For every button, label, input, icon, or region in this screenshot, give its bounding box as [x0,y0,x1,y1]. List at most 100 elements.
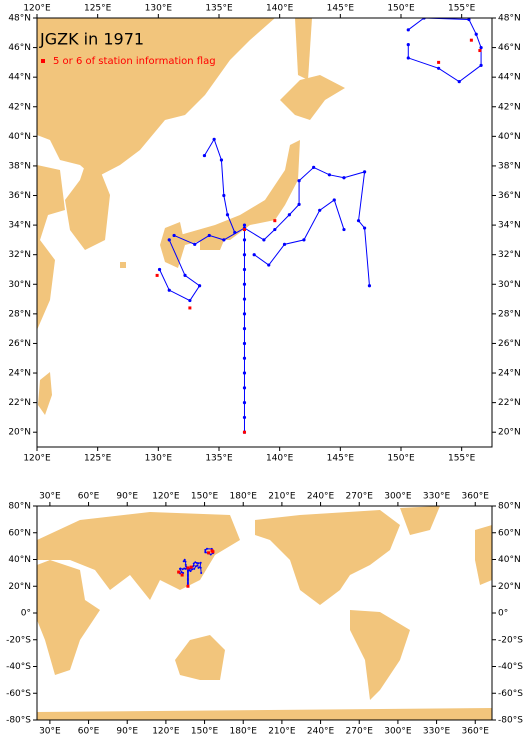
x-tick-label: 180°E [230,492,258,502]
station [197,284,202,288]
y-tick-label: 20°N [498,582,521,592]
station [318,208,322,212]
y-tick-label: -80°S [6,716,31,726]
station [193,242,197,246]
station [178,567,181,570]
y-tick-label: -20°S [6,635,31,645]
flagged-station [186,584,190,588]
y-tick-label: 46°N [8,43,31,53]
station [406,56,410,60]
y-tick-label: 26°N [498,339,521,349]
x-tick-label: 140°E [266,4,294,14]
station [273,227,277,232]
station [242,415,247,420]
y-tick-label: 20°N [498,428,521,438]
station [202,153,207,158]
x-tick-label: 30°E [39,727,61,737]
y-tick-label: 0° [498,609,508,619]
x-tick-label: 125°E [84,454,112,464]
station [332,198,336,202]
y-tick-label: 42°N [498,102,521,112]
x-tick-label: 150°E [387,454,415,464]
flagged-station [478,49,482,53]
station [363,226,367,230]
station [209,553,212,556]
station [199,566,202,569]
station [467,18,471,22]
station [437,66,441,70]
y-tick-label: 48°N [8,14,31,24]
y-tick-label: 36°N [498,191,521,201]
station [287,213,291,217]
station [189,570,192,573]
station [183,558,186,561]
y-tick-label: 32°N [498,250,521,260]
y-tick-label: 20°N [8,582,31,592]
x-tick-label: 150°E [387,4,415,14]
y-tick-label: 34°N [498,221,521,231]
station [242,327,247,331]
flagged-station [188,306,192,310]
y-tick-label: 40°N [8,132,31,142]
x-tick-label: 360°E [462,492,490,502]
flagged-station [177,570,181,574]
station [194,565,197,568]
station [172,233,176,238]
x-tick-label: 130°E [145,4,173,14]
x-tick-label: 120°E [152,492,180,502]
flagged-station [437,60,441,64]
station [406,43,410,47]
station [188,298,192,303]
x-tick-label: 120°E [23,4,51,14]
y-tick-label: -40°S [498,662,523,672]
land-bottom [37,506,492,720]
y-tick-label: 0° [21,609,31,619]
y-tick-label: -80°S [498,716,523,726]
station [204,550,207,553]
y-tick-label: 38°N [498,161,521,171]
track-line [159,239,201,302]
x-tick-label: 60°E [78,727,100,737]
station [242,371,247,375]
x-tick-label: 90°E [116,492,138,502]
y-tick-label: 24°N [498,369,521,379]
y-tick-label: 40°N [498,132,521,142]
station [191,568,194,571]
station [197,566,200,569]
station [242,253,247,257]
station [180,571,183,574]
station [225,213,230,217]
x-tick-label: 130°E [145,454,173,464]
station [327,173,332,177]
station [222,193,226,198]
station [181,568,184,571]
x-tick-label: 140°E [266,454,294,464]
station [457,80,461,84]
station [479,63,483,67]
station [219,158,224,162]
flagged-station [180,573,184,577]
station [183,273,187,277]
y-tick-label: 24°N [8,369,31,379]
station [242,401,247,405]
station [356,219,361,223]
station [262,238,266,242]
x-tick-label: 145°E [327,4,355,14]
station [242,297,247,301]
y-tick-label: 36°N [8,191,31,201]
flagged-station [155,273,159,277]
x-tick-label: 145°E [327,454,355,464]
x-tick-label: 120°E [23,454,51,464]
flagged-station [242,430,246,434]
y-tick-label: 30°N [498,280,521,290]
station [342,227,346,232]
y-tick-label: 60°N [8,528,31,538]
y-tick-label: -40°S [6,662,31,672]
station [242,267,247,272]
flagged-station [189,565,193,569]
station [192,562,195,565]
y-tick-label: 32°N [8,250,31,260]
station [242,238,247,242]
track-layer [177,547,215,588]
track-line [407,18,482,83]
